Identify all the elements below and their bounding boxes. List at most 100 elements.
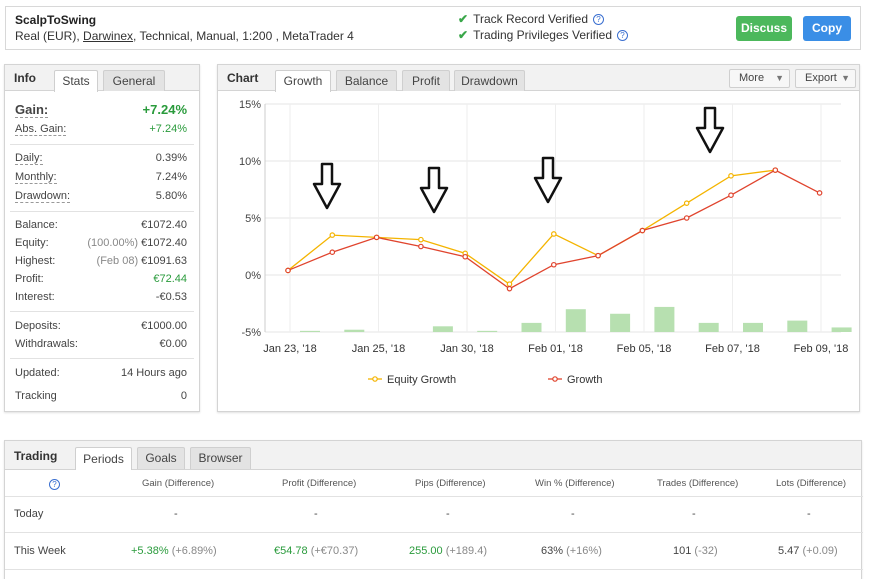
x-tick-label: Feb 05, '18 [617, 343, 672, 355]
check-icon: ✔ [458, 28, 469, 42]
table-row-today: Today - - - - - - [5, 497, 863, 533]
account-type: Real (EUR), [15, 29, 80, 43]
x-tick-label: Jan 25, '18 [352, 343, 405, 355]
y-tick-label: 0% [245, 270, 261, 282]
x-tick-label: Jan 30, '18 [440, 343, 493, 355]
discuss-button[interactable]: Discuss [736, 16, 792, 41]
divider [10, 311, 194, 312]
copy-button[interactable]: Copy [803, 16, 851, 41]
tab-balance[interactable]: Balance [336, 70, 397, 91]
volume-bar [432, 326, 453, 332]
info-panel: Info Stats General Gain: +7.24% Abs. Gai… [4, 64, 200, 412]
tab-goals[interactable]: Goals [137, 447, 185, 469]
broker-link[interactable]: Darwinex [83, 29, 134, 43]
data-point [683, 200, 690, 206]
account-details: , Technical, Manual, 1:200 , MetaTrader … [133, 29, 354, 43]
tab-info[interactable]: Info [14, 71, 36, 85]
y-tick-label: 15% [239, 99, 261, 111]
help-icon[interactable]: ? [617, 30, 629, 41]
help-icon[interactable]: ? [593, 14, 604, 25]
x-tick-label: Feb 09, '18 [794, 343, 849, 355]
trading-title: Trading [14, 449, 58, 463]
volume-bar [698, 322, 719, 332]
data-point [639, 227, 646, 234]
export-dropdown[interactable]: Export ▼ [795, 69, 856, 88]
gain-value: +7.24% [142, 102, 187, 117]
tab-browser[interactable]: Browser [190, 447, 251, 469]
caret-down-icon: ▼ [775, 73, 784, 83]
data-point [462, 253, 469, 260]
volume-bar [565, 309, 586, 332]
tab-general[interactable]: General [103, 70, 165, 91]
data-point [506, 285, 513, 292]
tab-growth[interactable]: Growth [275, 70, 331, 92]
tab-periods[interactable]: Periods [75, 447, 132, 470]
trading-panel: Trading Periods Goals Browser ? Gain (Di… [4, 440, 863, 579]
header-profit[interactable]: Profit (Difference) [282, 478, 357, 489]
data-point [418, 243, 424, 250]
gain-label: Gain: [15, 102, 49, 118]
tab-drawdown[interactable]: Drawdown [454, 70, 525, 91]
annotation-arrow [695, 106, 725, 154]
row-label: This Week [14, 545, 66, 557]
row-label: Today [14, 508, 44, 520]
data-point [683, 215, 690, 221]
more-dropdown[interactable]: More ▼ [729, 69, 790, 88]
data-point [329, 249, 336, 256]
help-icon[interactable]: ? [49, 477, 60, 491]
trading-privileges-verified: ✔ Trading Privileges Verified? [458, 28, 629, 42]
data-point [816, 190, 823, 196]
header-lots[interactable]: Lots (Difference) [776, 478, 847, 489]
volume-bar [743, 322, 763, 332]
track-record-verified: ✔ Track Record Verified? [458, 12, 604, 26]
check-icon: ✔ [458, 12, 469, 26]
annotation-arrow [419, 166, 449, 214]
header-pips[interactable]: Pips (Difference) [415, 478, 486, 489]
x-tick-label: Feb 07, '18 [705, 343, 760, 355]
divider [10, 358, 194, 359]
chart-tabbar: Chart Growth Balance Profit Drawdown Mor… [218, 65, 859, 92]
account-header: ScalpToSwing Real (EUR), Darwinex, Techn… [5, 6, 861, 50]
data-point [373, 234, 380, 241]
data-point [772, 167, 779, 173]
volume-bar [300, 330, 320, 332]
table-header: ? Gain (Difference) Profit (Difference) … [5, 470, 863, 497]
growth-chart: 15% 10% 5% 0% -5%Jan 23, '18 Jan 25, '18 Jan 3… [239, 99, 852, 386]
table-row-this-week: This Week +5.38% (+6.89%) €54.78 (+€70.3… [5, 533, 863, 570]
info-tabbar: Info Stats General [5, 65, 199, 92]
account-title: ScalpToSwing [15, 13, 97, 27]
legend-label: Equity Growth [387, 374, 456, 386]
legend-marker [372, 376, 378, 382]
data-point [550, 231, 557, 237]
divider [10, 211, 194, 212]
x-tick-label: Feb 01, '18 [528, 343, 583, 355]
volume-bar [787, 320, 808, 332]
series-line-equity-growth [287, 169, 776, 285]
header-trades[interactable]: Trades (Difference) [657, 478, 739, 489]
x-tick-label: Jan 23, '18 [263, 343, 316, 355]
y-tick-label: 10% [239, 156, 261, 168]
data-point [329, 232, 336, 238]
chart-panel: Chart Growth Balance Profit Drawdown Mor… [217, 64, 860, 412]
data-point [550, 261, 557, 268]
volume-bar [831, 327, 852, 332]
divider [10, 144, 194, 145]
tab-stats[interactable]: Stats [54, 70, 98, 92]
data-point [506, 281, 513, 287]
header-gain[interactable]: Gain (Difference) [142, 478, 215, 489]
account-subtitle: Real (EUR), Darwinex, Technical, Manual,… [15, 29, 354, 43]
tab-profit[interactable]: Profit [402, 70, 450, 91]
volume-bar [610, 313, 631, 332]
y-tick-label: 5% [245, 213, 261, 225]
legend-marker [552, 376, 558, 382]
legend-label: Growth [567, 374, 602, 386]
data-point [728, 173, 734, 179]
header-win[interactable]: Win % (Difference) [535, 478, 615, 489]
volume-bar [521, 322, 542, 332]
caret-down-icon: ▼ [841, 73, 850, 83]
y-tick-label: -5% [241, 327, 261, 339]
volume-bar [654, 306, 675, 332]
trading-tabbar: Trading Periods Goals Browser [5, 441, 861, 470]
annotation-arrow [533, 156, 563, 204]
data-point [418, 236, 424, 243]
